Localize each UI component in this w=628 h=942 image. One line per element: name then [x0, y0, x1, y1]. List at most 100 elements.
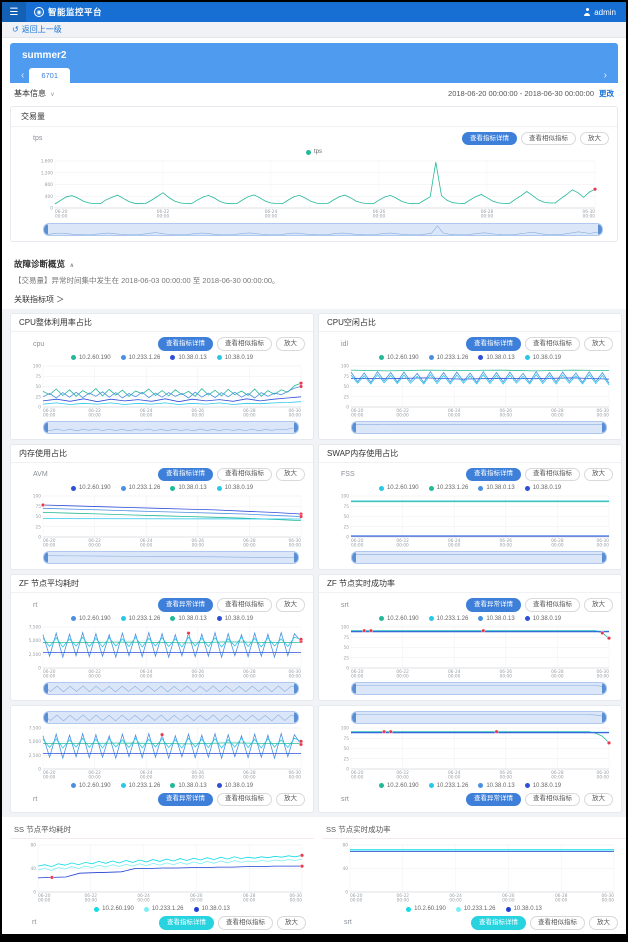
- legend-item[interactable]: 10.38.0.19: [524, 783, 561, 789]
- datazoom-handle-left[interactable]: [352, 711, 356, 723]
- datazoom-slider[interactable]: [351, 710, 607, 724]
- legend-item[interactable]: 10.233.1.26: [120, 485, 160, 491]
- view-similar-metrics-button[interactable]: 查看相似指标: [525, 598, 580, 612]
- legend-item[interactable]: 10.2.60.190: [70, 783, 111, 789]
- related-metrics-label[interactable]: 关联指标项 ＞: [14, 295, 65, 305]
- diagnosis-title[interactable]: 故障诊断概览 ∧: [14, 258, 614, 270]
- datazoom-handle-right[interactable]: [294, 682, 298, 694]
- back-link[interactable]: ↺ 返回上一级: [12, 24, 62, 35]
- datazoom-handle-left[interactable]: [44, 552, 48, 564]
- view-similar-metrics-button[interactable]: 查看相似指标: [525, 792, 580, 807]
- legend-item[interactable]: 10.233.1.26: [143, 906, 184, 912]
- legend-item[interactable]: 10.38.0.13: [478, 355, 515, 361]
- tab-active[interactable]: 6701: [29, 68, 71, 83]
- datazoom-slider[interactable]: [351, 681, 607, 695]
- chart-canvas[interactable]: 06-2000:0006-2200:0006-2400:0006-2600:00…: [17, 363, 307, 419]
- change-date-link[interactable]: 更改: [599, 89, 614, 98]
- datazoom-slider[interactable]: [351, 551, 607, 565]
- legend-item[interactable]: 10.38.0.13: [193, 906, 230, 912]
- zoom-button[interactable]: 放大: [589, 916, 618, 930]
- legend-item[interactable]: 10.38.0.19: [524, 616, 561, 622]
- zoom-button[interactable]: 放大: [584, 792, 613, 807]
- legend-item[interactable]: 10.2.60.190: [70, 616, 111, 622]
- legend-item[interactable]: 10.2.60.190: [94, 906, 134, 912]
- legend-item[interactable]: 10.38.0.13: [170, 616, 207, 622]
- legend-item[interactable]: 10.38.0.19: [216, 616, 253, 622]
- legend-item[interactable]: 10.2.60.190: [378, 485, 419, 491]
- chart-canvas[interactable]: 06-2000:0006-2200:0006-2400:0006-2600:00…: [325, 493, 615, 549]
- legend-item[interactable]: 10.2.60.190: [70, 355, 111, 361]
- legend-item[interactable]: 10.38.0.13: [478, 616, 515, 622]
- datazoom-slider[interactable]: [43, 551, 299, 565]
- view-anomaly-detail-button[interactable]: 查看异常详情: [466, 598, 521, 612]
- legend-item[interactable]: 10.2.60.190: [378, 616, 419, 622]
- zoom-button[interactable]: 放大: [584, 467, 613, 482]
- legend-item[interactable]: 10.38.0.19: [216, 485, 253, 491]
- datazoom-handle-right[interactable]: [602, 421, 606, 433]
- legend-item[interactable]: 10.233.1.26: [428, 355, 468, 361]
- datazoom-slider[interactable]: [43, 681, 299, 695]
- view-similar-metrics-button[interactable]: 查看相似指标: [218, 916, 273, 930]
- datazoom-handle-right[interactable]: [602, 711, 606, 723]
- view-anomaly-detail-button[interactable]: 查看异常详情: [158, 792, 213, 807]
- legend-item[interactable]: 10.38.0.13: [478, 783, 515, 789]
- zoom-button[interactable]: 放大: [584, 598, 613, 612]
- tab-prev-icon[interactable]: ‹: [21, 70, 25, 81]
- datazoom-handle-left[interactable]: [352, 421, 356, 433]
- view-anomaly-detail-button[interactable]: 查看异常详情: [466, 792, 521, 807]
- datazoom-slider[interactable]: [43, 710, 299, 724]
- hamburger-menu-icon[interactable]: ☰: [2, 2, 26, 22]
- legend-item[interactable]: 10.38.0.19: [216, 355, 253, 361]
- datazoom-handle-right[interactable]: [602, 682, 606, 694]
- view-metric-detail-button[interactable]: 查看指标详情: [158, 467, 213, 482]
- zoom-button[interactable]: 放大: [276, 598, 305, 612]
- view-similar-metrics-button[interactable]: 查看相似指标: [217, 337, 272, 351]
- legend-item[interactable]: 10.233.1.26: [455, 906, 496, 912]
- datazoom-handle-right[interactable]: [294, 552, 298, 564]
- datazoom-handle-left[interactable]: [44, 421, 48, 433]
- legend-item[interactable]: 10.38.0.19: [524, 355, 561, 361]
- datazoom-handle-left[interactable]: [352, 552, 356, 564]
- datazoom-handle-right[interactable]: [602, 552, 606, 564]
- legend-item[interactable]: 10.233.1.26: [428, 783, 468, 789]
- chart-canvas[interactable]: 06-2000:0006-2200:0006-2400:0006-2600:00…: [325, 725, 615, 781]
- legend-item[interactable]: 10.2.60.190: [406, 906, 446, 912]
- view-similar-metrics-button[interactable]: 查看相似指标: [525, 467, 580, 482]
- view-anomaly-detail-button[interactable]: 查看异常详情: [158, 598, 213, 612]
- view-metric-detail-button[interactable]: 查看指标详情: [466, 467, 521, 482]
- legend-item[interactable]: 10.233.1.26: [120, 355, 160, 361]
- legend-item[interactable]: tps: [305, 149, 322, 155]
- chart-canvas[interactable]: 06-2000:0006-2200:0006-2400:0006-2600:00…: [325, 363, 615, 419]
- view-metric-detail-button[interactable]: 查看指标详情: [159, 916, 214, 930]
- datazoom-handle-right[interactable]: [598, 224, 602, 236]
- view-metric-detail-button[interactable]: 查看指标详情: [471, 916, 526, 930]
- legend-item[interactable]: 10.233.1.26: [428, 616, 468, 622]
- datazoom-slider[interactable]: [43, 223, 603, 237]
- view-metric-detail-button[interactable]: 查看指标详情: [466, 337, 521, 351]
- zoom-button[interactable]: 放大: [580, 132, 609, 146]
- legend-item[interactable]: 10.38.0.19: [524, 485, 561, 491]
- chart-canvas[interactable]: 06-2000:0006-2200:0006-2400:0006-2600:00…: [25, 157, 603, 221]
- zoom-button[interactable]: 放大: [584, 337, 613, 351]
- legend-item[interactable]: 10.2.60.190: [378, 783, 419, 789]
- user-menu[interactable]: admin: [583, 8, 616, 17]
- view-metric-detail-button[interactable]: 查看指标详情: [158, 337, 213, 351]
- datazoom-handle-left[interactable]: [44, 682, 48, 694]
- chart-canvas[interactable]: 06-2000:0006-2200:0006-2400:0006-2600:00…: [17, 624, 307, 680]
- app-logo[interactable]: ◉ 智能监控平台: [34, 6, 102, 18]
- datazoom-handle-right[interactable]: [294, 421, 298, 433]
- chart-canvas[interactable]: 06-2000:0006-2200:0006-2400:0006-2600:00…: [328, 842, 620, 904]
- legend-item[interactable]: 10.233.1.26: [120, 783, 160, 789]
- datazoom-slider[interactable]: [43, 420, 299, 434]
- legend-item[interactable]: 10.2.60.190: [378, 355, 419, 361]
- chart-canvas[interactable]: 06-2000:0006-2200:0006-2400:0006-2600:00…: [17, 725, 307, 781]
- view-similar-metrics-button[interactable]: 查看相似指标: [217, 598, 272, 612]
- legend-item[interactable]: 10.38.0.13: [170, 783, 207, 789]
- zoom-button[interactable]: 放大: [276, 792, 305, 807]
- view-similar-metrics-button[interactable]: 查看相似指标: [217, 792, 272, 807]
- chart-canvas[interactable]: 06-2000:0006-2200:0006-2400:0006-2600:00…: [325, 624, 615, 680]
- legend-item[interactable]: 10.38.0.13: [170, 485, 207, 491]
- legend-item[interactable]: 10.38.0.13: [478, 485, 515, 491]
- legend-item[interactable]: 10.233.1.26: [428, 485, 468, 491]
- chart-canvas[interactable]: 06-2000:0006-2200:0006-2400:0006-2600:00…: [16, 842, 308, 904]
